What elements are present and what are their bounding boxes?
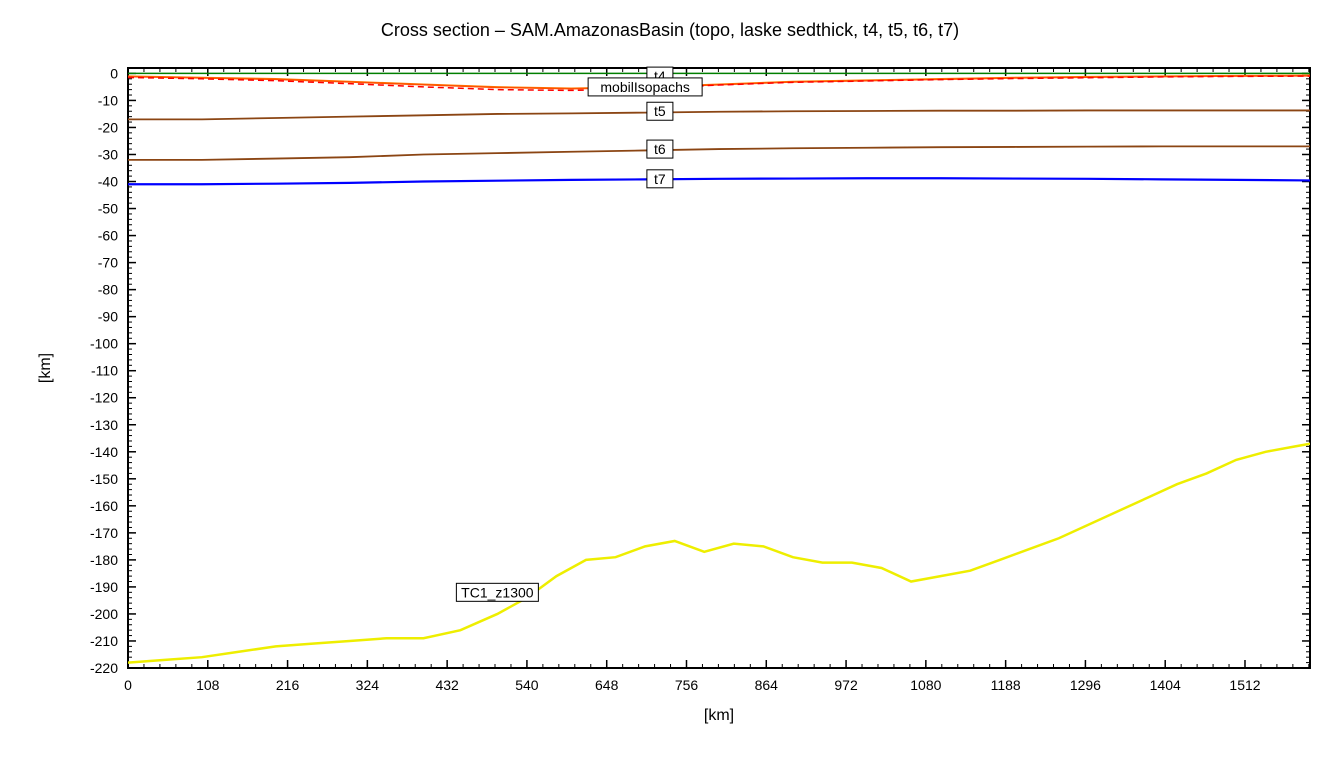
x-tick-label: 324	[356, 677, 380, 693]
y-tick-label: -150	[90, 471, 118, 487]
x-tick-label: 216	[276, 677, 300, 693]
y-tick-label: -60	[98, 228, 118, 244]
y-tick-label: -90	[98, 309, 118, 325]
x-axis-label: [km]	[704, 707, 734, 724]
series-label-tc1: TC1_z1300	[461, 584, 534, 600]
y-tick-label: -200	[90, 606, 118, 622]
chart-container: Cross section – SAM.AmazonasBasin (topo,…	[0, 0, 1340, 757]
x-tick-label: 1080	[910, 677, 941, 693]
y-tick-label: -130	[90, 417, 118, 433]
y-tick-label: -100	[90, 336, 118, 352]
y-tick-label: -190	[90, 579, 118, 595]
x-tick-label: 540	[515, 677, 539, 693]
x-tick-label: 648	[595, 677, 619, 693]
y-tick-label: -50	[98, 201, 118, 217]
y-tick-label: -30	[98, 146, 118, 162]
y-tick-label: -220	[90, 660, 118, 676]
series-label-t6: t6	[654, 141, 666, 157]
y-tick-label: -70	[98, 255, 118, 271]
y-tick-label: -170	[90, 525, 118, 541]
series-label-t7: t7	[654, 171, 666, 187]
x-tick-label: 108	[196, 677, 220, 693]
y-tick-label: -210	[90, 633, 118, 649]
y-tick-label: -20	[98, 119, 118, 135]
x-tick-label: 432	[435, 677, 459, 693]
series-label-t5: t5	[654, 103, 666, 119]
y-tick-label: -140	[90, 444, 118, 460]
x-tick-label: 1512	[1229, 677, 1260, 693]
x-tick-label: 972	[834, 677, 858, 693]
chart-title: Cross section – SAM.AmazonasBasin (topo,…	[0, 20, 1340, 41]
x-tick-label: 0	[124, 677, 132, 693]
chart-svg: 0 108 216 324 432 540 648 756 864 972 1080 1188 1296…	[0, 0, 1340, 757]
x-tick-label: 864	[755, 677, 779, 693]
y-tick-label: -40	[98, 174, 118, 190]
x-tick-label: 1296	[1070, 677, 1101, 693]
y-tick-label: -120	[90, 390, 118, 406]
x-tick-label: 756	[675, 677, 699, 693]
y-tick-label: -160	[90, 498, 118, 514]
y-tick-label: -10	[98, 92, 118, 108]
y-tick-label: -180	[90, 552, 118, 568]
y-tick-label: -80	[98, 282, 118, 298]
y-axis-label: [km]	[37, 353, 54, 383]
x-tick-label: 1188	[991, 677, 1021, 693]
y-tick-label: -110	[91, 363, 118, 379]
y-tick-label: 0	[110, 65, 118, 81]
x-tick-label: 1404	[1150, 677, 1181, 693]
series-label-mobilisopachs: mobilIsopachs	[600, 79, 690, 95]
